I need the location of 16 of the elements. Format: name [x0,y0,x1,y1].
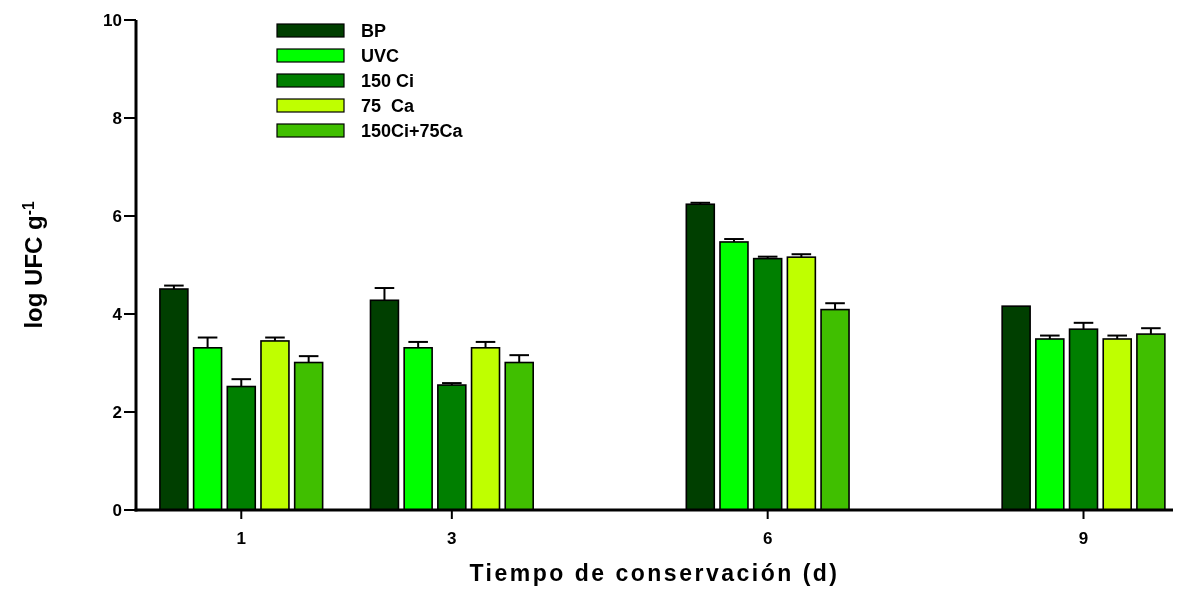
x-tick-label: 9 [1078,528,1089,548]
y-tick-label: 2 [112,402,122,422]
legend-label: BP [361,20,387,41]
legend-label: 75 Ca [361,95,416,116]
y-tick-label: 4 [112,304,123,324]
x-tick-label: 1 [236,528,247,548]
y-tick-label: 8 [112,108,122,128]
x-tick-label: 6 [762,528,773,548]
y-tick-label: 10 [103,10,122,30]
legend-label: 150Ci+75Ca [361,120,464,141]
y-tick-label: 6 [112,206,122,226]
legend-label: 150 Ci [361,70,415,91]
legend-label: UVC [361,45,400,66]
x-tick-label: 3 [447,528,457,548]
y-tick-label: 0 [112,500,122,520]
x-axis-title: Tiempo de conservación (d) [469,560,840,586]
